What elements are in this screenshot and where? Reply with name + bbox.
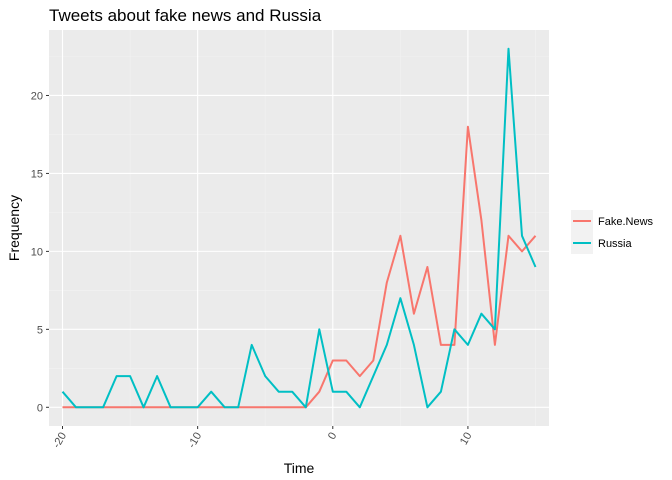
y-tick-label: 15 (31, 168, 43, 180)
y-tick-label: 10 (31, 246, 43, 258)
legend-label-russia: Russia (598, 238, 633, 250)
y-axis-title: Frequency (6, 195, 22, 261)
legend-label-fake-news: Fake.News (598, 216, 654, 228)
series-line-fake-news (62, 125, 537, 409)
plot-panel (49, 30, 549, 426)
y-tick-label: 20 (31, 90, 43, 102)
x-tick-label: 0 (326, 431, 339, 442)
legend: Fake.News Russia (571, 210, 654, 254)
y-tick-label: 5 (37, 324, 43, 336)
x-tick-label: -10 (186, 431, 204, 451)
x-tick-label: 10 (458, 431, 475, 448)
chart-title: Tweets about fake news and Russia (49, 6, 322, 25)
series-line-russia (61, 47, 537, 409)
y-tick-label: 0 (37, 402, 43, 414)
series-lines (61, 47, 537, 409)
x-axis-title: Time (284, 460, 315, 476)
y-axis-ticks: 0 5 10 15 20 (31, 90, 49, 414)
x-axis-ticks: -20 -10 0 10 (51, 426, 475, 450)
x-tick-label: -20 (51, 431, 69, 451)
